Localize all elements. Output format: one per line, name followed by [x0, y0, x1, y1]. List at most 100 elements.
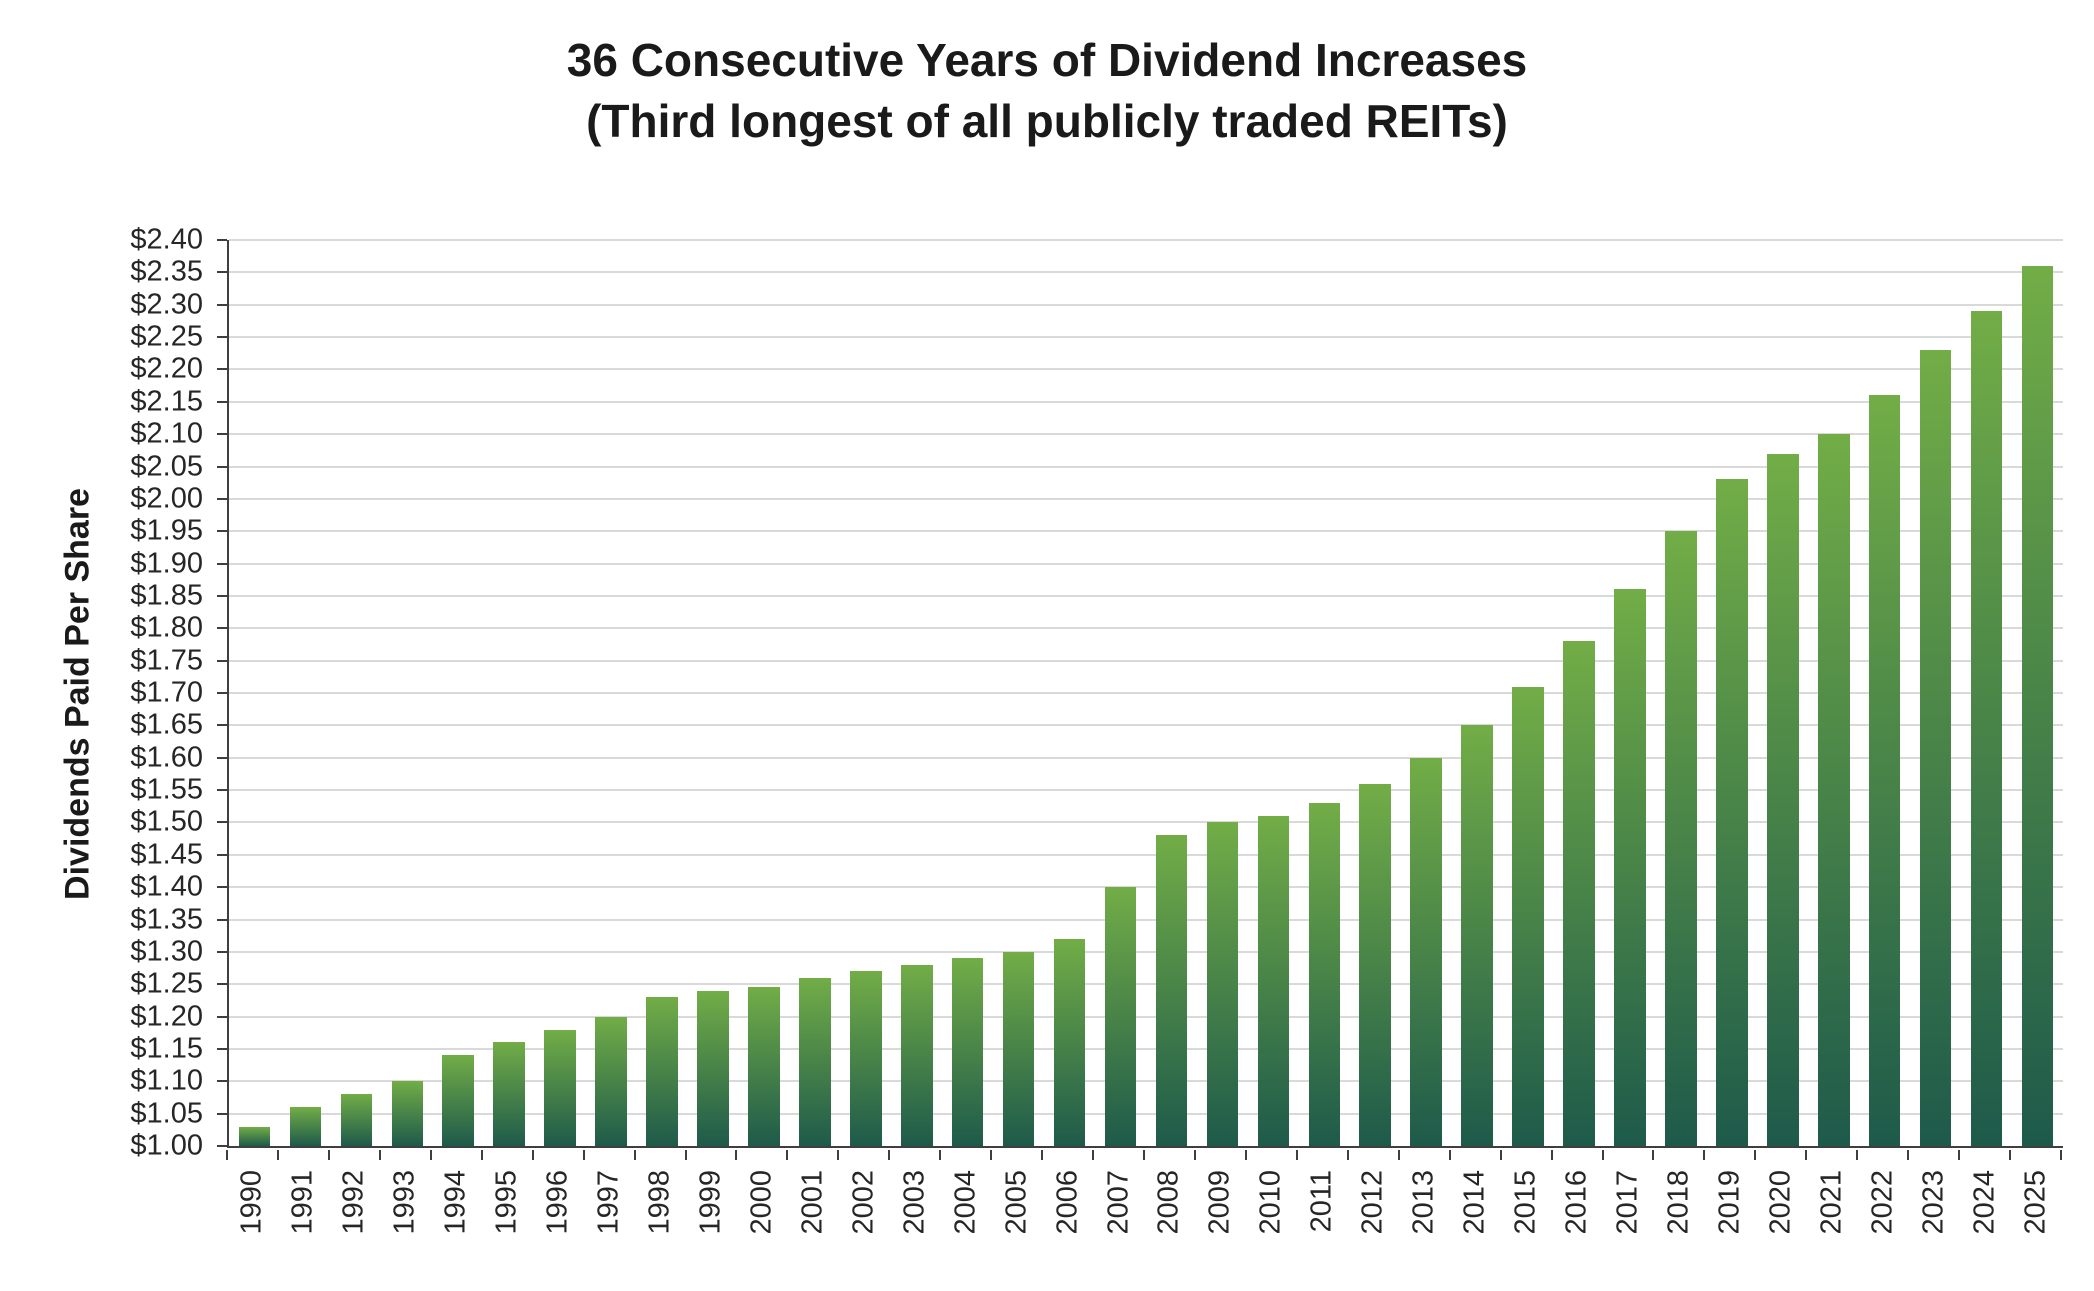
- x-tick-label: 2015: [1509, 1170, 1542, 1235]
- x-tick-label: 2014: [1458, 1170, 1491, 1235]
- x-tick-mark: [1907, 1150, 1910, 1160]
- x-tick-label: 2008: [1152, 1170, 1185, 1235]
- y-tick-label: $1.85: [130, 579, 203, 612]
- y-tick-mark: [217, 918, 227, 921]
- y-tick-label: $1.00: [130, 1129, 203, 1162]
- bar-1998: [646, 997, 678, 1146]
- gridline: [229, 756, 2063, 759]
- y-tick-label: $1.10: [130, 1064, 203, 1097]
- y-tick-mark: [217, 692, 227, 694]
- y-tick-mark: [217, 821, 227, 824]
- x-tick-label: 2022: [1866, 1170, 1899, 1235]
- y-tick-mark: [217, 1112, 227, 1115]
- bar-2007: [1104, 887, 1137, 1146]
- x-tick-mark: [1193, 1150, 1196, 1160]
- y-tick-label: $1.40: [130, 870, 203, 903]
- y-tick-label: $1.35: [130, 903, 203, 935]
- x-tick-label: 2006: [1051, 1170, 1084, 1235]
- y-tick-mark: [217, 530, 227, 533]
- gridline: [229, 692, 2063, 694]
- y-tick-label: $2.35: [130, 255, 203, 288]
- x-tick-mark: [1703, 1150, 1706, 1160]
- y-tick-label: $1.80: [130, 611, 203, 644]
- x-tick-mark: [226, 1150, 228, 1160]
- x-tick-label: 2001: [796, 1170, 829, 1235]
- bar-2020: [1767, 453, 1799, 1146]
- bar-2003: [900, 964, 933, 1146]
- y-tick-label: $1.55: [130, 773, 203, 806]
- bar-2008: [1155, 835, 1188, 1146]
- y-tick-label: $1.60: [130, 741, 203, 774]
- y-tick-label: $2.10: [130, 417, 203, 450]
- y-tick-mark: [217, 1015, 227, 1018]
- x-tick-mark: [888, 1150, 891, 1160]
- x-tick-mark: [1652, 1150, 1655, 1160]
- bar-1997: [595, 1016, 627, 1146]
- y-tick-label: $1.75: [130, 644, 203, 677]
- x-tick-label: 2019: [1713, 1170, 1746, 1235]
- x-tick-mark: [633, 1150, 636, 1160]
- x-tick-label: 2002: [847, 1170, 880, 1235]
- bar-1990: [238, 1126, 271, 1146]
- y-tick-label: $1.30: [130, 935, 203, 968]
- x-tick-mark: [684, 1150, 687, 1160]
- x-tick-mark: [531, 1150, 534, 1160]
- gridline: [229, 853, 2063, 856]
- x-tick-label: 2012: [1356, 1170, 1389, 1235]
- bar-2023: [1919, 350, 1952, 1146]
- chart-subtitle: (Third longest of all publicly traded RE…: [586, 94, 1508, 147]
- y-tick-mark: [217, 950, 227, 953]
- y-tick-label: $2.05: [130, 450, 203, 482]
- x-tick-label: 1994: [439, 1170, 472, 1235]
- x-tick-mark: [735, 1150, 738, 1160]
- x-tick-label: 2004: [949, 1170, 982, 1235]
- y-tick-label: $1.05: [130, 1097, 203, 1130]
- gridline: [229, 594, 2063, 597]
- bar-2004: [951, 958, 984, 1146]
- bars: [229, 240, 2063, 1146]
- bar-2022: [1868, 395, 1901, 1146]
- y-tick-label: $1.65: [130, 708, 203, 741]
- x-tick-mark: [1143, 1150, 1145, 1160]
- y-tick-label: $2.25: [130, 320, 203, 353]
- chart-title: 36 Consecutive Years of Dividend Increas…: [566, 34, 1528, 86]
- x-tick-label: 1990: [235, 1170, 268, 1235]
- y-tick-mark: [217, 724, 227, 727]
- y-tick-mark: [217, 303, 227, 306]
- y-tick-mark: [217, 400, 227, 403]
- y-tick-mark: [217, 627, 227, 630]
- x-tick-label: 2017: [1611, 1170, 1644, 1235]
- y-tick-mark: [217, 756, 227, 759]
- gridline: [229, 821, 2063, 824]
- x-tick-mark: [378, 1150, 381, 1160]
- x-axis-labels: 1990 1991 1992 1993 1994 1995 1996 1997 1998 1999…: [226, 1150, 2063, 1287]
- gridlines: [229, 239, 2063, 1146]
- x-tick-label: 2013: [1407, 1170, 1440, 1235]
- y-tick-mark: [217, 239, 227, 241]
- gridline: [229, 627, 2063, 630]
- y-tick-label: $1.50: [130, 805, 203, 838]
- x-tick-mark: [1448, 1150, 1451, 1160]
- x-tick-label: 1993: [388, 1170, 421, 1235]
- y-tick-mark: [217, 659, 227, 662]
- bar-2016: [1563, 641, 1595, 1146]
- gridline: [229, 918, 2063, 921]
- x-tick-label: 2000: [745, 1170, 778, 1235]
- x-tick-label: 1998: [643, 1170, 676, 1235]
- x-tick-mark: [2009, 1150, 2012, 1160]
- y-axis-ticks: $1.00 $1.05 $1.10 $1.15 $1.20 $1.25 $1.30 $1.35…: [0, 224, 227, 1162]
- x-tick-mark: [1601, 1150, 1604, 1160]
- x-tick-label: 2020: [1764, 1170, 1797, 1235]
- y-tick-mark: [217, 368, 227, 371]
- gridline: [229, 1080, 2063, 1083]
- y-tick-label: $2.15: [130, 385, 203, 418]
- y-tick-mark: [217, 336, 227, 339]
- gridline: [229, 530, 2063, 533]
- y-tick-mark: [217, 497, 227, 500]
- x-tick-mark: [1550, 1150, 1553, 1160]
- x-tick-label: 1992: [337, 1170, 370, 1235]
- x-tick-label: 2016: [1560, 1170, 1593, 1235]
- bar-1992: [340, 1094, 373, 1146]
- x-tick-label: 2021: [1815, 1170, 1848, 1235]
- gridline: [229, 1015, 2063, 1018]
